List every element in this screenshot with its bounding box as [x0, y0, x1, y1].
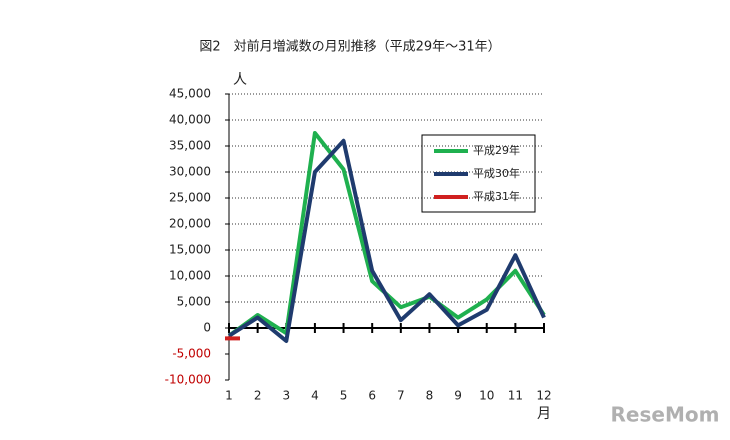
x-unit: 月 — [537, 406, 551, 422]
y-tick-label: -5,000 — [172, 347, 211, 361]
x-tick-label: 5 — [340, 389, 348, 403]
x-tick-label: 7 — [397, 389, 405, 403]
x-tick-label: 1 — [225, 389, 233, 403]
y-tick-label: 20,000 — [169, 217, 211, 231]
x-tick-label: 11 — [508, 389, 523, 403]
series-line — [227, 138, 546, 343]
y-unit: 人 — [233, 72, 247, 88]
y-tick-label: 30,000 — [169, 165, 211, 179]
x-tick-label: 4 — [311, 389, 319, 403]
y-tick-label: 35,000 — [169, 139, 211, 153]
y-tick-label: 10,000 — [169, 269, 211, 283]
x-tick-label: 9 — [454, 389, 462, 403]
y-tick-label: 0 — [203, 321, 211, 335]
y-tick-label: 5,000 — [177, 295, 211, 309]
legend-label: 平成29年 — [473, 143, 520, 157]
y-tick-label: -10,000 — [165, 373, 211, 387]
legend-label: 平成31年 — [473, 189, 520, 203]
x-tick-label: 6 — [368, 389, 376, 403]
x-tick-label: 12 — [536, 389, 551, 403]
chart-title: 図2 対前月増減数の月別推移（平成29年～31年） — [199, 39, 500, 55]
y-tick-label: 15,000 — [169, 243, 211, 257]
watermark: ReseMom — [611, 403, 720, 427]
y-tick-label: 25,000 — [169, 191, 211, 205]
y-tick-label: 40,000 — [169, 113, 211, 127]
x-tick-label: 3 — [282, 389, 290, 403]
legend-label: 平成30年 — [473, 166, 520, 180]
y-tick-label: 45,000 — [169, 87, 211, 101]
x-tick-label: 10 — [479, 389, 494, 403]
x-tick-label: 8 — [426, 389, 434, 403]
x-tick-label: 2 — [254, 389, 262, 403]
